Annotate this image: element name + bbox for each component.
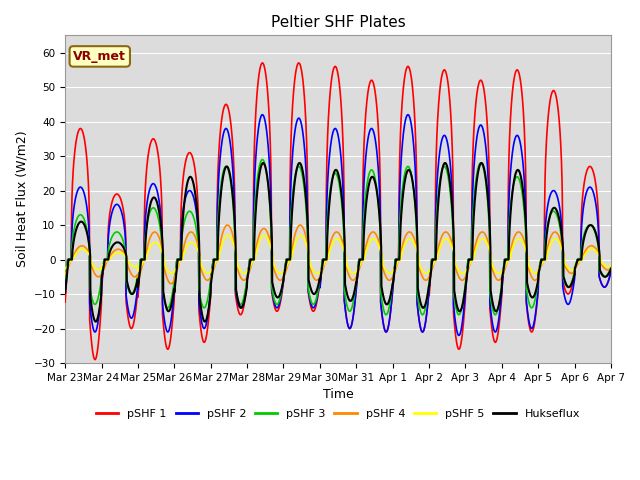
Text: VR_met: VR_met <box>74 50 126 63</box>
Legend: pSHF 1, pSHF 2, pSHF 3, pSHF 4, pSHF 5, Hukseflux: pSHF 1, pSHF 2, pSHF 3, pSHF 4, pSHF 5, … <box>92 404 584 423</box>
X-axis label: Time: Time <box>323 388 353 401</box>
Title: Peltier SHF Plates: Peltier SHF Plates <box>271 15 406 30</box>
Y-axis label: Soil Heat Flux (W/m2): Soil Heat Flux (W/m2) <box>15 131 28 267</box>
